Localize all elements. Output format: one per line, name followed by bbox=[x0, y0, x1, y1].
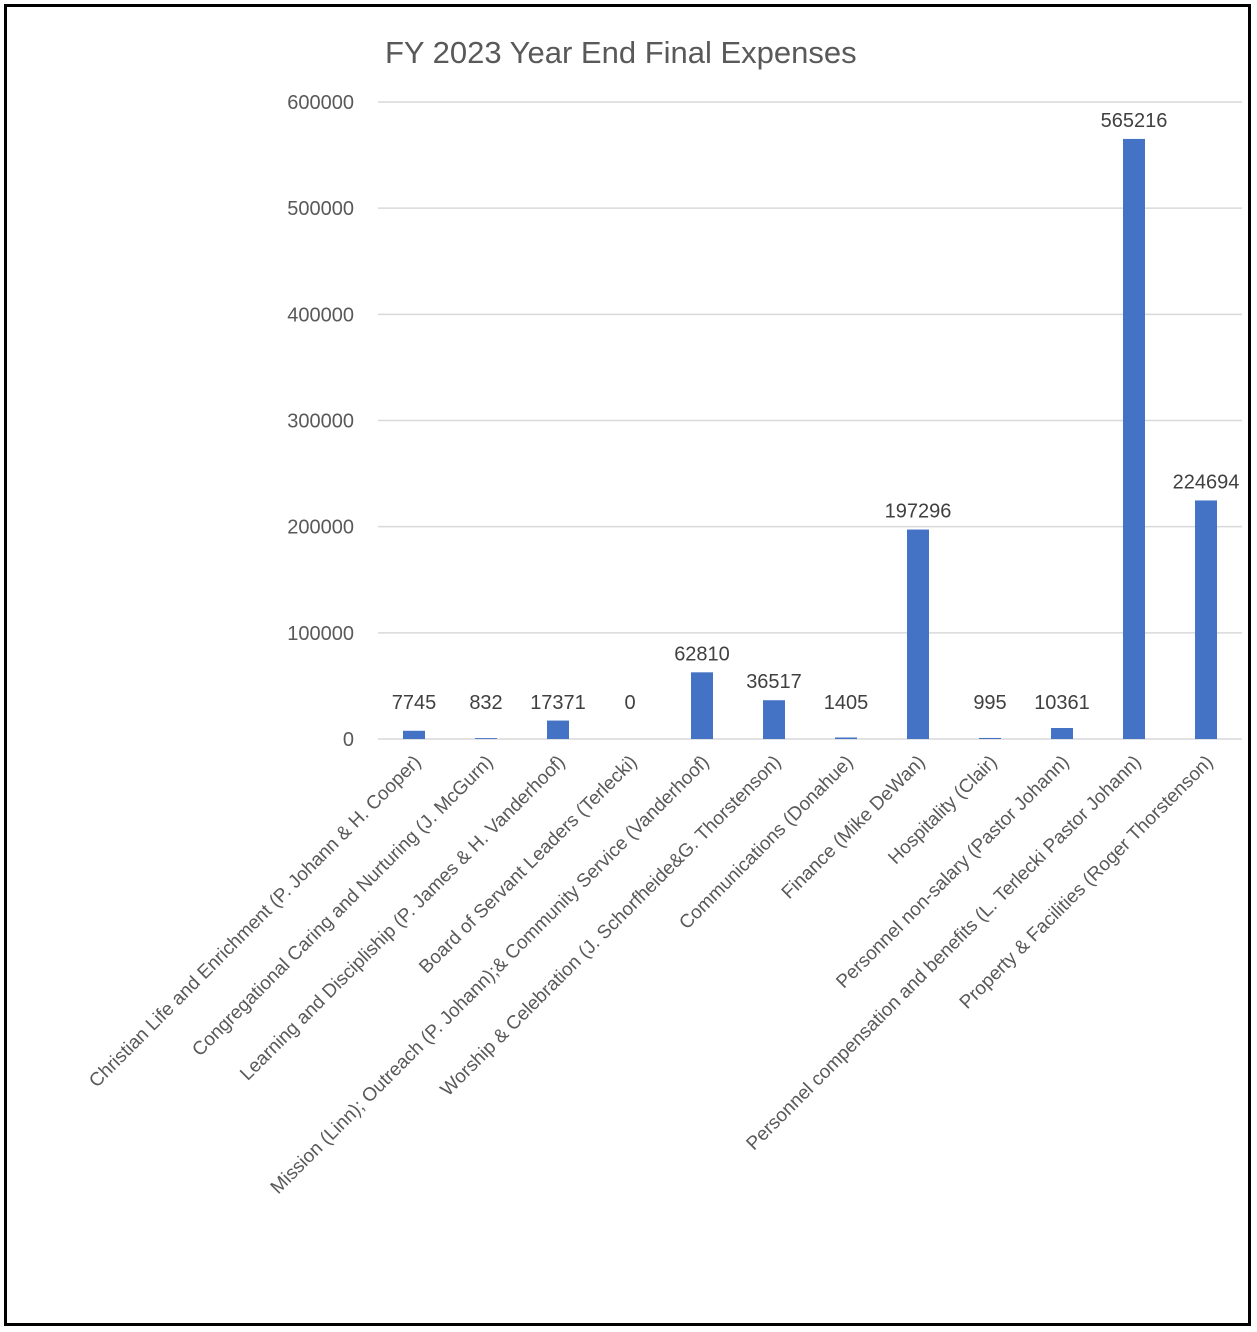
category-label: Finance (Mike DeWan) bbox=[778, 752, 930, 904]
data-label: 7745 bbox=[392, 692, 437, 714]
y-tick-label: 300000 bbox=[287, 411, 354, 433]
chart-frame: FY 2023 Year End Final Expenses 0 100000 2… bbox=[4, 4, 1251, 1326]
bar-chart: FY 2023 Year End Final Expenses 0 100000 2… bbox=[85, 35, 1242, 1199]
bar bbox=[1123, 138, 1145, 739]
data-label: 197296 bbox=[885, 501, 952, 523]
bar bbox=[547, 720, 569, 739]
data-labels: 7745 832 17371 0 62810 36517 1405 197296 995 1036… bbox=[392, 110, 1240, 714]
y-tick-label: 600000 bbox=[287, 92, 354, 114]
data-label: 0 bbox=[624, 692, 635, 714]
bar bbox=[835, 737, 857, 739]
category-label: Learning and Discipliship (P. James & H.… bbox=[236, 752, 569, 1085]
bars bbox=[403, 138, 1217, 739]
bar bbox=[1195, 500, 1217, 739]
bar bbox=[979, 737, 1001, 739]
bar bbox=[1051, 728, 1073, 739]
y-tick-label: 400000 bbox=[287, 304, 354, 326]
bar bbox=[907, 529, 929, 739]
data-label: 36517 bbox=[746, 671, 802, 693]
category-label: Worship & Celebration (J. Schorfheide&G.… bbox=[437, 752, 786, 1101]
bar bbox=[403, 730, 425, 739]
category-label: Christian Life and Enrichment (P. Johann… bbox=[85, 752, 425, 1092]
data-label: 995 bbox=[973, 692, 1006, 714]
bar bbox=[691, 672, 713, 739]
y-tick-label: 500000 bbox=[287, 198, 354, 220]
gridlines bbox=[378, 101, 1242, 740]
data-label: 832 bbox=[469, 692, 502, 714]
data-label: 10361 bbox=[1034, 692, 1090, 714]
bar bbox=[763, 700, 785, 739]
data-label: 565216 bbox=[1101, 110, 1168, 132]
chart-title: FY 2023 Year End Final Expenses bbox=[385, 35, 857, 70]
data-label: 17371 bbox=[530, 692, 586, 714]
y-tick-label: 0 bbox=[343, 729, 354, 751]
category-labels: Christian Life and Enrichment (P. Johann… bbox=[85, 752, 1217, 1199]
data-label: 1405 bbox=[824, 692, 869, 714]
y-axis-ticks: 0 100000 200000 300000 400000 500000 600000 bbox=[287, 92, 354, 751]
data-label: 62810 bbox=[674, 643, 730, 665]
y-tick-label: 200000 bbox=[287, 517, 354, 539]
category-label: Property & Facilities (Roger Thorstenson… bbox=[956, 752, 1218, 1014]
data-label: 224694 bbox=[1173, 471, 1240, 493]
y-tick-label: 100000 bbox=[287, 623, 354, 645]
bar bbox=[475, 738, 497, 739]
